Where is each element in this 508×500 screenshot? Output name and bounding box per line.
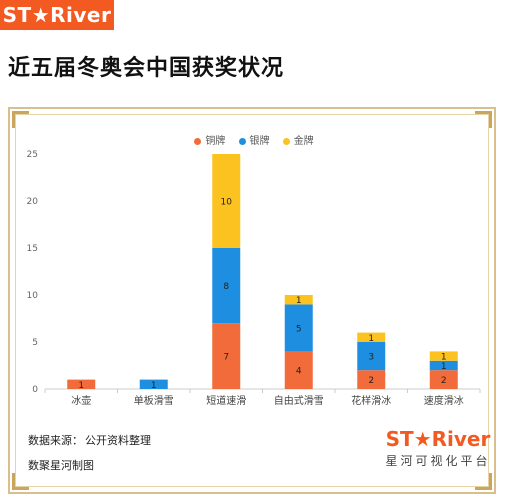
page-title: 近五届冬奥会中国获奖状况: [8, 56, 285, 81]
data-label: 3: [368, 353, 374, 363]
bar-segment: [284, 304, 313, 352]
y-tick-label: 15: [27, 244, 38, 254]
legend-label-gold: 金牌: [293, 136, 314, 147]
x-tick-label: 短道速滑: [206, 394, 246, 407]
data-label: 2: [441, 376, 447, 386]
brand-subtitle: 星河可视化平台: [385, 454, 491, 468]
bar-segment: [67, 379, 96, 389]
data-source-value: 公开资料整理: [85, 434, 151, 447]
bar-segment: [429, 360, 458, 371]
legend-item-bronze: 铜牌: [194, 132, 225, 147]
bar-segment: [212, 154, 241, 248]
data-label: 10: [221, 198, 233, 208]
brand-logo-text: ST★River: [2, 3, 112, 27]
y-tick-label: 20: [27, 197, 39, 207]
y-tick-label: 0: [32, 385, 38, 395]
y-tick-label: 5: [32, 338, 38, 348]
chart-frame-inner-border: [15, 114, 489, 487]
chart-maker-credit: 数聚星河制图: [28, 459, 94, 472]
data-source-line: 数据来源： 公开资料整理: [28, 432, 151, 448]
legend-swatch-silver: [238, 137, 246, 145]
brand-logo-bottom-text: ST★River: [385, 427, 491, 451]
bar-segment: [357, 370, 386, 389]
x-tick-label: 自由式滑雪: [274, 394, 324, 407]
bar-segment: [284, 351, 313, 389]
data-label: 1: [78, 381, 84, 391]
bar-segment: [357, 332, 386, 342]
bar-segment: [284, 295, 313, 305]
x-tick-label: 速度滑冰: [424, 394, 464, 407]
frame-corner-ornament: [475, 111, 492, 128]
data-label: 1: [151, 381, 157, 391]
data-label: 7: [223, 353, 229, 363]
chart-frame: [8, 107, 496, 494]
data-label: 4: [296, 367, 302, 377]
legend-label-bronze: 铜牌: [205, 136, 226, 147]
data-label: 2: [368, 376, 374, 386]
y-tick-label: 25: [27, 150, 38, 160]
frame-corner-ornament: [12, 111, 29, 128]
legend-swatch-bronze: [194, 137, 202, 145]
data-source-label: 数据来源：: [28, 434, 83, 447]
data-label: 5: [296, 324, 302, 334]
legend-item-gold: 金牌: [282, 132, 314, 147]
frame-corner-ornament: [12, 473, 29, 490]
bar-segment: [212, 248, 241, 324]
data-label: 1: [368, 334, 374, 344]
data-label: 1: [441, 362, 447, 372]
y-tick-label: 10: [27, 291, 39, 301]
data-label: 1: [296, 296, 302, 306]
x-tick-label: 单板滑雪: [134, 394, 174, 407]
legend-item-silver: 银牌: [238, 132, 270, 147]
x-tick-label: 花样滑冰: [351, 394, 391, 407]
legend-label-silver: 银牌: [249, 136, 270, 147]
stacked-bar-chart: 0 5 10 15 20 25 1 冰壶 1 单板滑雪 7 8 10 短道速滑 4 5 1 自由式滑雪 2 3 1 花样滑…: [27, 150, 481, 407]
brand-logo-bottom: ST★River 星河可视化平台: [383, 428, 493, 469]
bar-segment: [139, 379, 168, 389]
frame-corner-ornament: [475, 473, 492, 490]
chart-legend: 铜牌 银牌 金牌: [0, 132, 508, 147]
bar-segment: [212, 323, 241, 389]
data-label: 8: [223, 282, 229, 292]
bar-segment: [357, 342, 386, 371]
bar-segment: [429, 370, 458, 389]
brand-logo-top: ST★River: [0, 0, 114, 30]
bar-segment: [429, 351, 458, 361]
x-tick-label: 冰壶: [71, 394, 91, 407]
data-label: 1: [441, 353, 447, 363]
legend-swatch-gold: [282, 137, 290, 145]
